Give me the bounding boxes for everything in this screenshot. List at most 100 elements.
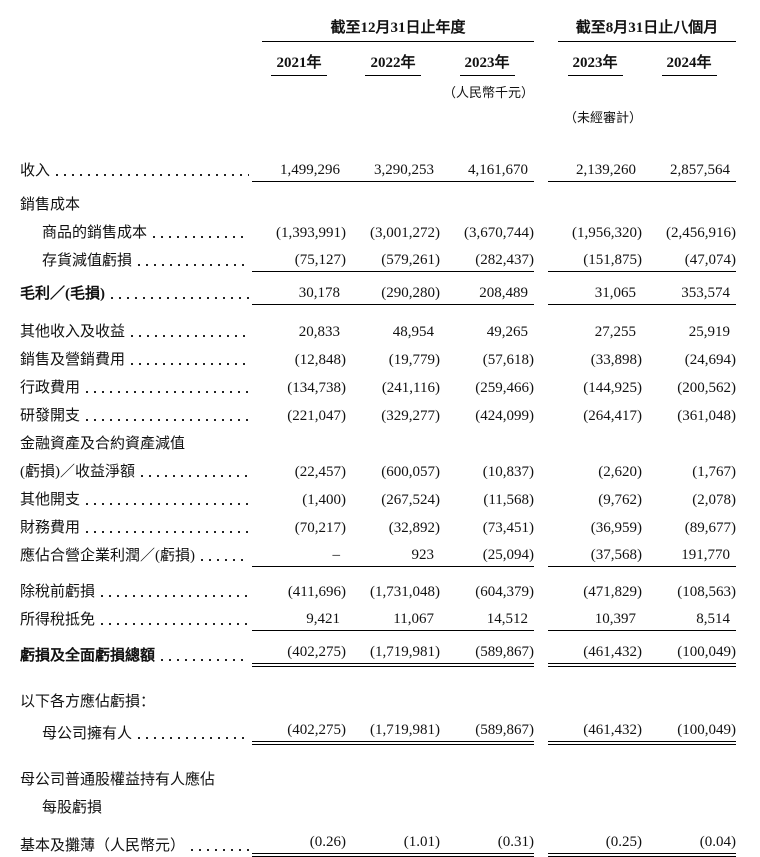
row-label-cell: 每股虧損 [20,791,252,819]
cell-value: (471,829) [583,584,643,600]
leader-dots [101,623,249,625]
value-cell: 353,574 [642,272,737,305]
cell-value: (267,524) [381,492,440,508]
value-cell: (461,432) [548,631,643,667]
column-gap [534,371,548,399]
cell-value: (108,563) [677,584,737,600]
row-label-cell: 銷售及營銷費用 [20,343,252,371]
leader-dots [138,264,249,266]
cell-value: (33,898) [590,352,643,368]
value-cell: (0.04) [642,819,737,857]
row-label-cell: 研發開支 [20,399,252,427]
cell-value: (75,127) [294,252,346,268]
row-label-cell: 母公司擁有人 [20,713,252,745]
value-cell: (411,696) [252,567,346,603]
value-cell [548,745,642,791]
value-cell: (100,049) [642,713,737,745]
row-label-cell: 母公司普通股權益持有人應佔 [20,745,252,791]
row-label: 虧損及全面虧損總額 [20,648,156,664]
column-gap [534,343,548,371]
value-cell: 48,954 [346,305,440,343]
cell-value: (47,074) [684,252,737,268]
row-label-cell: 行政費用 [20,371,252,399]
value-cell [252,182,346,216]
value-cell: (3,670,744) [440,216,534,244]
table-row: 銷售及營銷費用 (12,848) (19,779) (57,618) (33,898) (… [20,343,736,371]
leader-dots [141,475,249,477]
value-cell: (73,451) [440,511,534,539]
value-cell [548,791,642,819]
cell-value: 9,421 [306,611,340,627]
value-cell: (37,568) [548,539,643,567]
table-row: 以下各方應佔虧損： [20,667,736,713]
column-gap [534,305,548,343]
table-row: 基本及攤薄（人民幣元） (0.26) (1.01) (0.31) (0.25) (0.04… [20,819,737,857]
row-label-cell: 其他收入及收益 [20,305,252,343]
value-cell [642,427,736,455]
leader-dots [86,391,249,393]
leader-dots [138,737,249,739]
column-gap [534,511,548,539]
table-body: 收入 1,499,296 3,290,253 4,161,670 2,139,260 2,… [20,126,737,857]
row-label: 商品的銷售成本 [42,225,148,241]
row-label: 母公司普通股權益持有人應佔 [20,772,216,788]
cell-value: (144,925) [583,380,643,396]
value-cell: (329,277) [346,399,440,427]
cell-value: (22,457) [294,464,346,480]
col-group-annual: 截至12月31日止年度 [252,16,535,42]
cell-value [436,694,440,710]
value-cell [548,182,642,216]
cell-value [530,694,534,710]
value-cell [346,427,440,455]
leader-dots [131,363,249,365]
table-row: 應佔合營企業利潤／(虧損) – 923 (25,094) (37,568) 191,770 [20,539,737,567]
cell-value: (589,867) [475,644,535,660]
cell-value: (0.31) [497,834,535,850]
value-cell: 923 [346,539,440,567]
value-cell: 25,919 [642,305,736,343]
row-label-cell: 虧損及全面虧損總額 [20,631,252,667]
column-gap [534,631,548,667]
value-cell: (12,848) [252,343,346,371]
value-cell: – [252,539,346,567]
col-group-interim: 截至8月31日止八個月 [548,16,737,42]
row-label: 以下各方應佔虧損： [20,694,156,710]
value-cell: (134,738) [252,371,346,399]
row-label: 銷售及營銷費用 [20,352,126,368]
row-label: 金融資產及合約資產減值 [20,436,186,452]
cell-value [530,800,534,816]
cell-value: (221,047) [287,408,346,424]
cell-value: 4,161,670 [468,162,529,178]
column-gap [534,791,548,819]
header-spacer [20,16,252,42]
table-row: 虧損及全面虧損總額 (402,275) (1,719,981) (589,867) (4… [20,631,737,667]
row-label: 毛利／(毛損) [20,286,105,302]
value-cell: 30,178 [252,272,346,305]
cell-value: 191,770 [681,547,731,563]
unaudited-note: （未經審計） [548,101,642,126]
leader-dots [191,849,249,851]
cell-value: 20,833 [298,324,340,340]
value-cell: (75,127) [252,244,346,272]
value-cell: (267,524) [346,483,440,511]
table-row: 毛利／(毛損) 30,178 (290,280) 208,489 31,065 353,5… [20,272,737,305]
value-cell: 9,421 [252,603,346,631]
value-cell [642,791,736,819]
row-label: 存貨減值虧損 [42,253,133,269]
value-cell: (108,563) [642,567,736,603]
header-spacer [20,101,252,126]
cell-value: (589,867) [475,722,535,738]
column-gap [534,126,548,182]
row-label-cell: 銷售成本 [20,182,252,216]
column-gap [534,244,548,272]
value-cell: (361,048) [642,399,736,427]
cell-value: (241,116) [381,380,440,396]
row-label-cell: 以下各方應佔虧損： [20,667,252,713]
cell-value: 49,265 [486,324,529,340]
header-spacer [252,101,346,126]
value-cell: (282,437) [440,244,535,272]
column-gap [534,819,548,857]
currency-note-row: （人民幣千元） [20,76,736,101]
column-gap [534,455,548,483]
value-cell [642,182,736,216]
